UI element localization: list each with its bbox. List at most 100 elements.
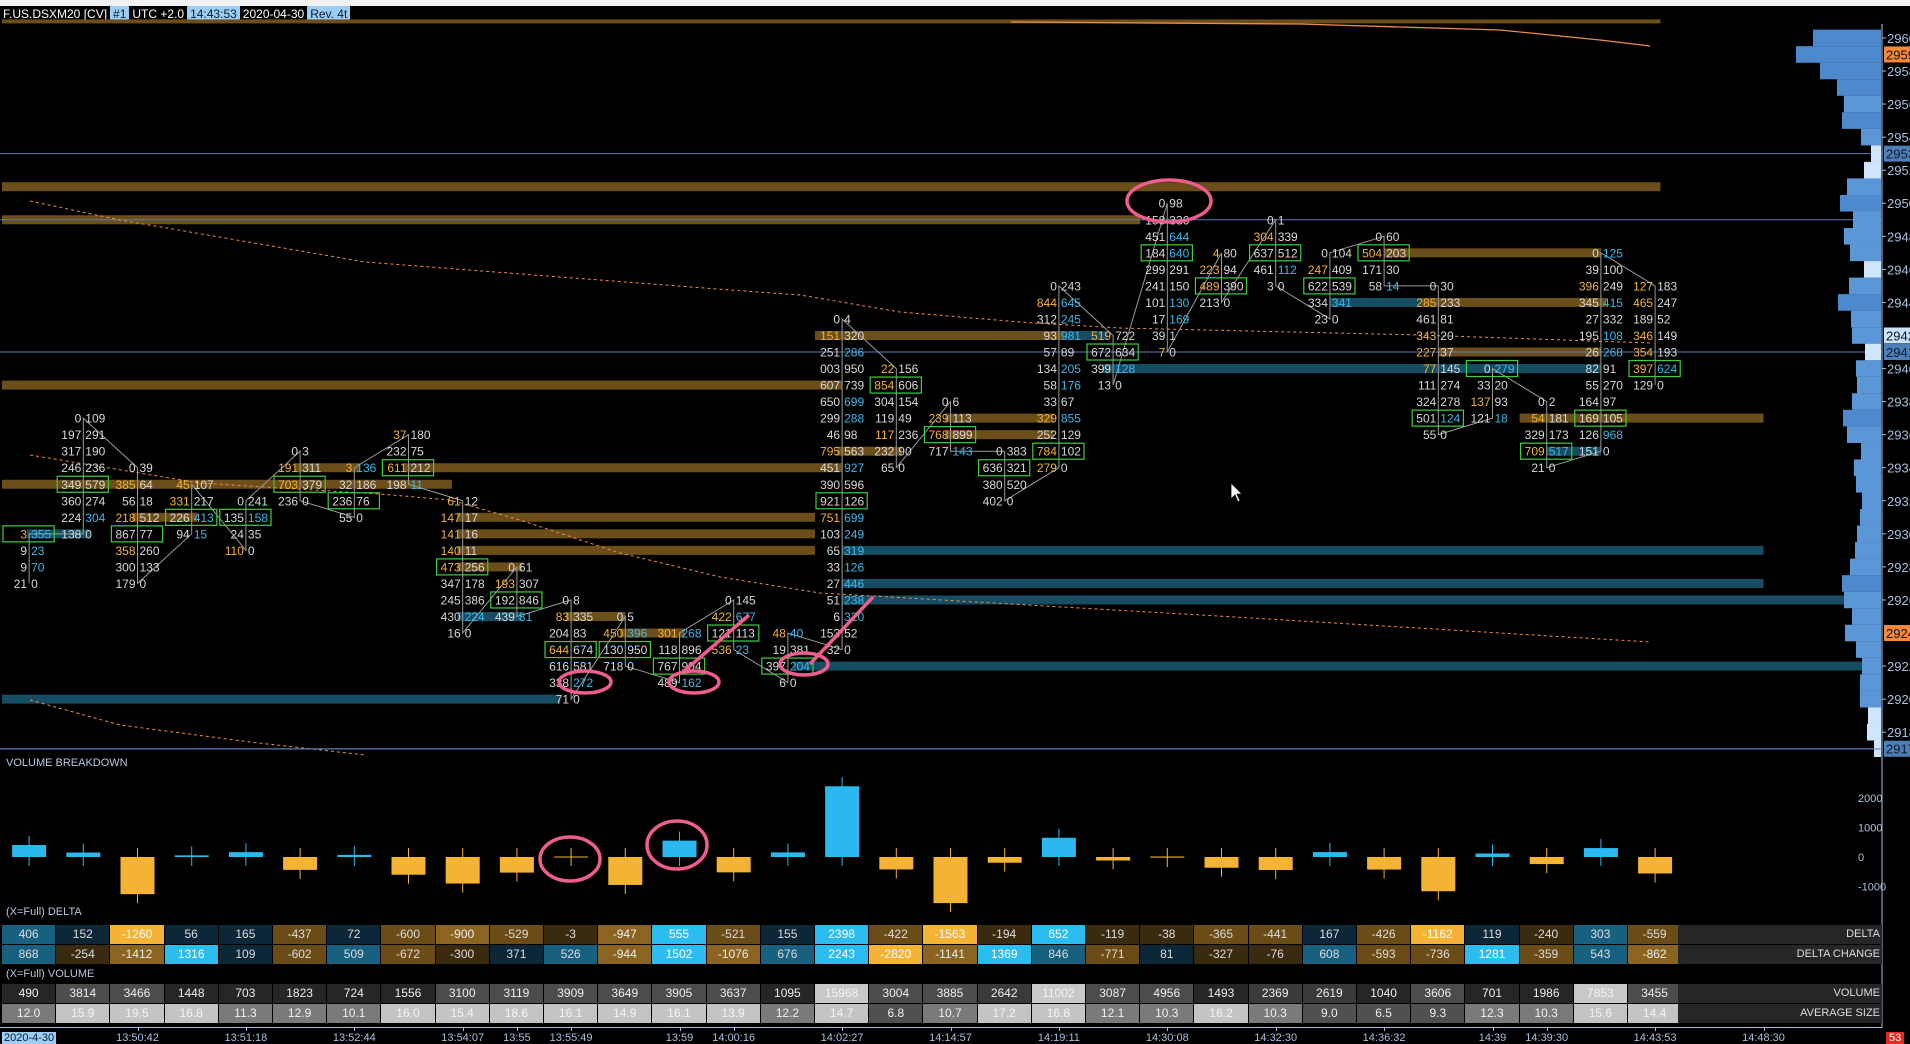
volume-cell: 3637 xyxy=(706,984,761,1003)
footprint-bid: 94 xyxy=(176,527,190,541)
footprint-ask: 60 xyxy=(1386,230,1400,244)
footprint-bid: 0 xyxy=(75,412,82,426)
delta-change-cell: -1141 xyxy=(923,945,978,964)
footprint-ask: 12 xyxy=(465,494,479,508)
time-axis-label: 14:43:53 xyxy=(1633,1032,1677,1044)
footprint-bid: 767 xyxy=(657,660,677,674)
delta-candle xyxy=(391,857,426,875)
average-size-cell: 6.5 xyxy=(1357,1004,1412,1023)
footprint-bid: 245 xyxy=(441,593,461,607)
footprint-ask: 125 xyxy=(1603,246,1623,260)
delta-cell: 167 xyxy=(1302,925,1357,944)
footprint-bid: 300 xyxy=(115,560,135,574)
footprint-bid: 118 xyxy=(658,643,677,657)
price-zone xyxy=(1422,297,1607,307)
delta-cell: -900 xyxy=(435,925,490,944)
footprint-ask: 0 xyxy=(1169,346,1176,360)
footprint-bid: 650 xyxy=(820,395,840,409)
volume-profile-bar xyxy=(1861,442,1881,460)
volume-axis-label: -1000 xyxy=(1858,882,1886,894)
footprint-ask: 136 xyxy=(356,461,376,475)
volume-cell: 2619 xyxy=(1302,984,1357,1003)
volume-profile-bar xyxy=(1852,393,1881,410)
delta-candle xyxy=(987,857,1022,863)
footprint-bid: 399 xyxy=(1091,362,1111,376)
footprint-ask: 70 xyxy=(31,560,45,574)
price-zone xyxy=(1102,364,1601,374)
timezone-label: UTC +2.0 xyxy=(129,6,188,23)
footprint-ask: 446 xyxy=(844,577,864,591)
price-label: 2960 xyxy=(1887,31,1910,46)
footprint-bid: 17 xyxy=(1152,312,1166,326)
row-label-average-size: AVERAGE SIZE xyxy=(1678,1004,1882,1023)
footprint-ask: 83 xyxy=(573,627,587,641)
time-tick xyxy=(1546,1027,1548,1031)
delta-cell: -422 xyxy=(869,925,924,944)
symbol-label[interactable]: F.US.DSXM20 [CV] xyxy=(0,6,111,23)
footprint-ask: 950 xyxy=(627,643,647,657)
price-label: 2958 xyxy=(1887,64,1910,79)
time-tick xyxy=(950,1027,952,1031)
footprint-ask: 320 xyxy=(844,329,864,343)
volume-breakdown-chart: 2000 1000 0 -1000 xyxy=(12,777,1886,913)
footprint-ask: 145 xyxy=(736,593,756,607)
footprint-ask: 0 xyxy=(1657,379,1664,393)
footprint-ask: 80 xyxy=(1224,246,1238,260)
footprint-bid: 430 xyxy=(441,610,461,624)
footprint-bid: 536 xyxy=(712,643,732,657)
footprint-ask: 247 xyxy=(1657,296,1677,310)
delta-change-cell: 1316 xyxy=(164,945,219,964)
price-label: 2946 xyxy=(1887,262,1910,277)
footprint-bid: 19 xyxy=(773,643,787,657)
volume-cell: 11002 xyxy=(1031,984,1086,1003)
revision-label: Rev. 4t xyxy=(307,6,351,23)
delta-change-cell: 868 xyxy=(2,945,57,964)
delta-change-cell: 608 xyxy=(1302,945,1357,964)
price-zone xyxy=(945,430,1054,440)
footprint-bid: 83 xyxy=(556,610,570,624)
average-size-cell: 14.7 xyxy=(815,1004,870,1023)
footprint-ask: 596 xyxy=(844,478,864,492)
footprint-ask: 186 xyxy=(356,478,376,492)
delta-change-cell: -736 xyxy=(1411,945,1466,964)
footprint-ask: 94 xyxy=(1224,263,1238,277)
footprint-bid: 439 xyxy=(495,610,515,624)
volume-axis-label: 1000 xyxy=(1858,823,1882,835)
delta-candle xyxy=(66,852,101,857)
footprint-ask: 81 xyxy=(519,610,533,624)
footprint-ask: 981 xyxy=(1061,329,1081,343)
poc-box xyxy=(1303,277,1356,295)
footprint-ask: 23 xyxy=(736,643,750,657)
price-zone xyxy=(403,463,843,473)
footprint-ask: 30 xyxy=(1386,263,1400,277)
footprint-ask: 379 xyxy=(302,478,322,492)
volume-profile-bar xyxy=(1852,327,1881,344)
footprint-bid: 232 xyxy=(874,445,894,459)
footprint-ask: 307 xyxy=(519,577,539,591)
footprint-ask: 0 xyxy=(302,494,309,508)
volume-profile-bar xyxy=(1820,62,1881,80)
delta-cell: 165 xyxy=(218,925,273,944)
footprint-bid: 4 xyxy=(1213,246,1220,260)
footprint-ask: 855 xyxy=(1061,412,1081,426)
footprint-bid: 22 xyxy=(881,362,895,376)
footprint-bid: 247 xyxy=(1308,263,1328,277)
footprint-ask: 319 xyxy=(844,544,864,558)
delta-change-cell: -359 xyxy=(1519,945,1574,964)
time-tick xyxy=(1058,1027,1060,1031)
footprint-ask: 286 xyxy=(844,346,864,360)
price-highlight-badge xyxy=(1884,625,1910,642)
footprint-ask: 40 xyxy=(790,627,804,641)
poc-box xyxy=(1140,244,1193,262)
footprint-ask: 0 xyxy=(1440,428,1447,442)
time-tick xyxy=(1492,1027,1494,1031)
price-label: 2918 xyxy=(1887,725,1910,740)
price-zone xyxy=(1519,413,1764,423)
price-label: 2938 xyxy=(1887,395,1910,410)
price-zone xyxy=(1064,330,1108,340)
poc-box xyxy=(1628,359,1681,378)
footprint-bid: 121 xyxy=(1470,412,1490,426)
time-axis-label: 13:59 xyxy=(665,1032,694,1044)
